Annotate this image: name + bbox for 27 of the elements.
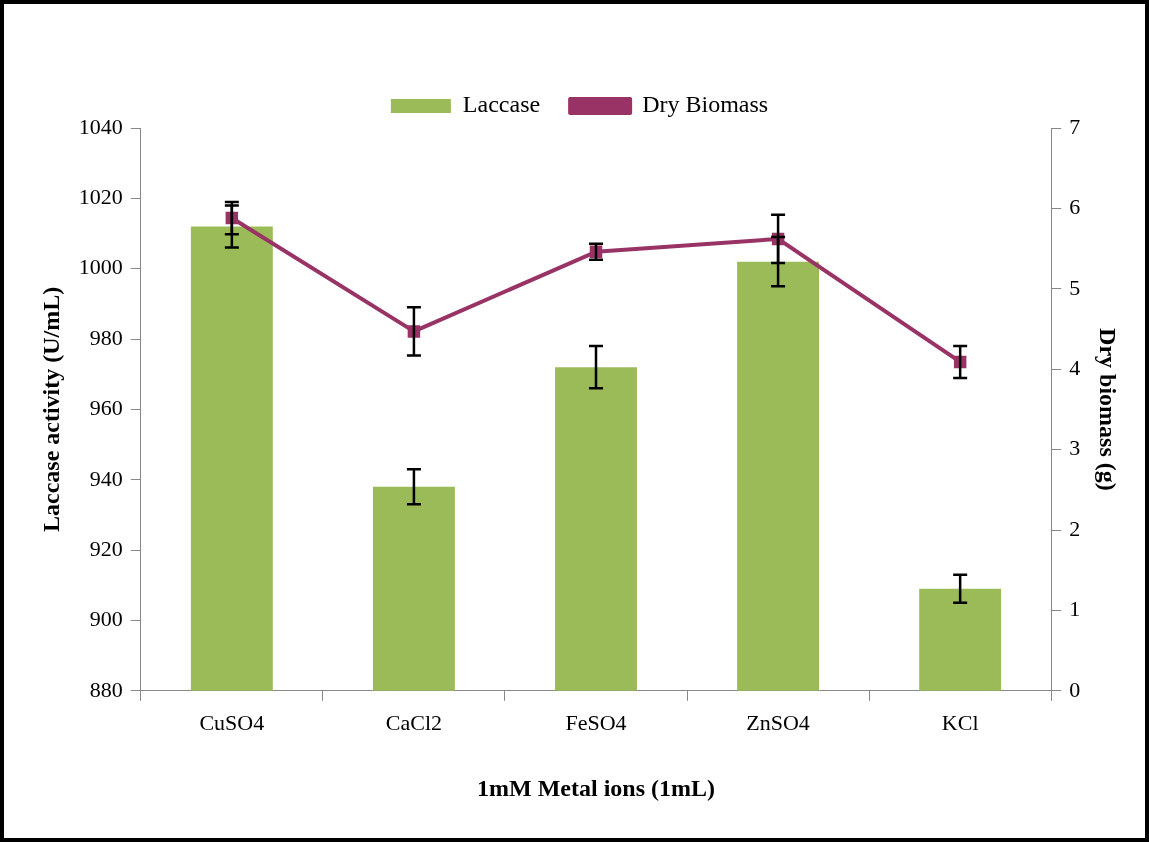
- y-tick-label: 1020: [78, 184, 123, 210]
- y-tick-label: 980: [89, 324, 123, 350]
- x-tick-label: FeSO4: [565, 709, 627, 735]
- y-tick-label: 1000: [78, 254, 123, 280]
- y2-tick-label: 2: [1069, 515, 1081, 541]
- y-tick-label: 880: [89, 676, 123, 702]
- x-axis-title: 1mM Metal ions (1mL): [477, 774, 715, 801]
- legend-label: Dry Biomass: [642, 91, 769, 118]
- x-tick-label: ZnSO4: [746, 709, 810, 735]
- y2-tick-label: 1: [1069, 596, 1081, 622]
- legend-label: Laccase: [462, 91, 541, 118]
- y-tick-label: 960: [89, 395, 123, 421]
- x-tick-label: CuSO4: [199, 709, 265, 735]
- y2-tick-label: 3: [1069, 435, 1081, 461]
- y2-axis-title: Dry biomass (g): [1095, 328, 1122, 491]
- y2-tick-label: 5: [1069, 274, 1081, 300]
- y2-tick-label: 4: [1069, 354, 1081, 380]
- y2-tick-label: 7: [1069, 113, 1081, 139]
- x-tick-label: KCl: [941, 709, 979, 735]
- y-tick-label: 1040: [78, 113, 123, 139]
- x-tick-label: CaCl2: [385, 709, 443, 735]
- y-tick-label: 900: [89, 606, 123, 632]
- y-tick-label: 940: [89, 465, 123, 491]
- y2-tick-label: 6: [1069, 194, 1081, 220]
- y-axis-title: Laccase activity (U/mL): [37, 286, 64, 533]
- y2-tick-label: 0: [1069, 676, 1081, 702]
- y-tick-label: 920: [89, 535, 123, 561]
